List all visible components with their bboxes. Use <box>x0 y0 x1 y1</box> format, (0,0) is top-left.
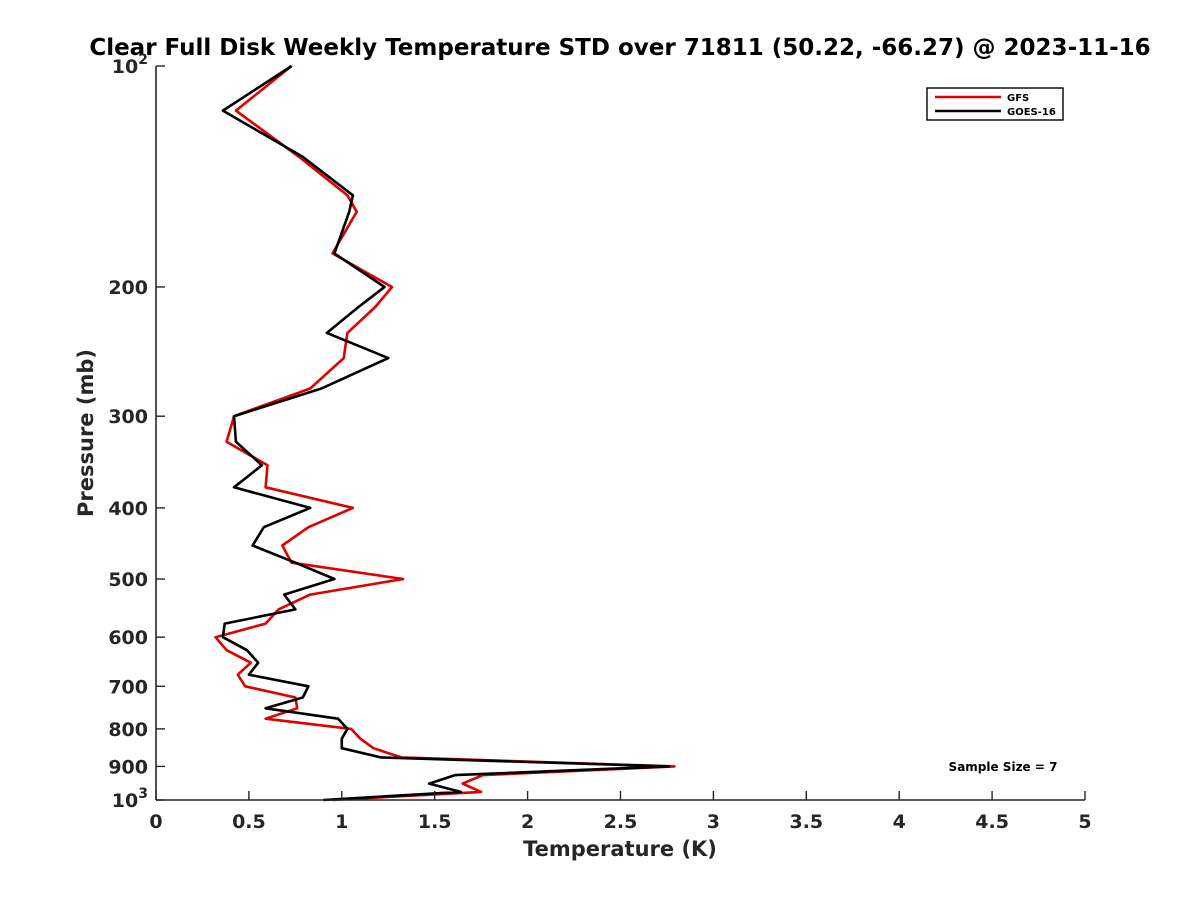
x-axis-label: Temperature (K) <box>523 837 717 861</box>
y-tick-label: 102 <box>112 52 148 78</box>
series-line-goes-16 <box>221 64 671 802</box>
axes: 0 0.5 1 1.5 2 2.5 3 3.5 4 4.5 5 102 200 300 400 500 600 7… <box>108 52 1091 833</box>
x-tick-label: 2 <box>521 811 534 833</box>
y-axis-label: Pressure (mb) <box>74 349 98 517</box>
x-tick-label: 3 <box>707 811 720 833</box>
sample-size-annotation: Sample Size = 7 <box>949 760 1058 774</box>
y-tick-label: 600 <box>108 627 148 649</box>
plot-area <box>214 64 676 802</box>
y-tick-label: 800 <box>108 719 148 741</box>
legend-label-gfs: GFS <box>1007 93 1029 104</box>
x-tick-label: 0 <box>149 811 162 833</box>
x-tick-label: 5 <box>1078 811 1091 833</box>
y-tick-label: 900 <box>108 756 148 778</box>
x-tick-label: 1 <box>335 811 348 833</box>
y-tick-label: 400 <box>108 498 148 520</box>
y-tick-label: 103 <box>112 786 148 812</box>
x-tick-label: 4.5 <box>975 811 1009 833</box>
y-tick-label: 700 <box>108 676 148 698</box>
series-line-gfs <box>214 64 676 802</box>
x-tick-label: 2.5 <box>604 811 638 833</box>
legend: GFS GOES-16 <box>926 87 1064 121</box>
x-tick-label: 0.5 <box>232 811 266 833</box>
legend-label-goes-16: GOES-16 <box>1007 107 1056 118</box>
x-tick-label: 3.5 <box>789 811 823 833</box>
chart-title: Clear Full Disk Weekly Temperature STD o… <box>89 35 1150 61</box>
legend-box <box>926 87 1064 121</box>
x-tick-label: 1.5 <box>418 811 452 833</box>
y-tick-label: 200 <box>108 277 148 299</box>
y-tick-label: 500 <box>108 569 148 591</box>
x-tick-label: 4 <box>893 811 906 833</box>
y-tick-label: 300 <box>108 406 148 428</box>
